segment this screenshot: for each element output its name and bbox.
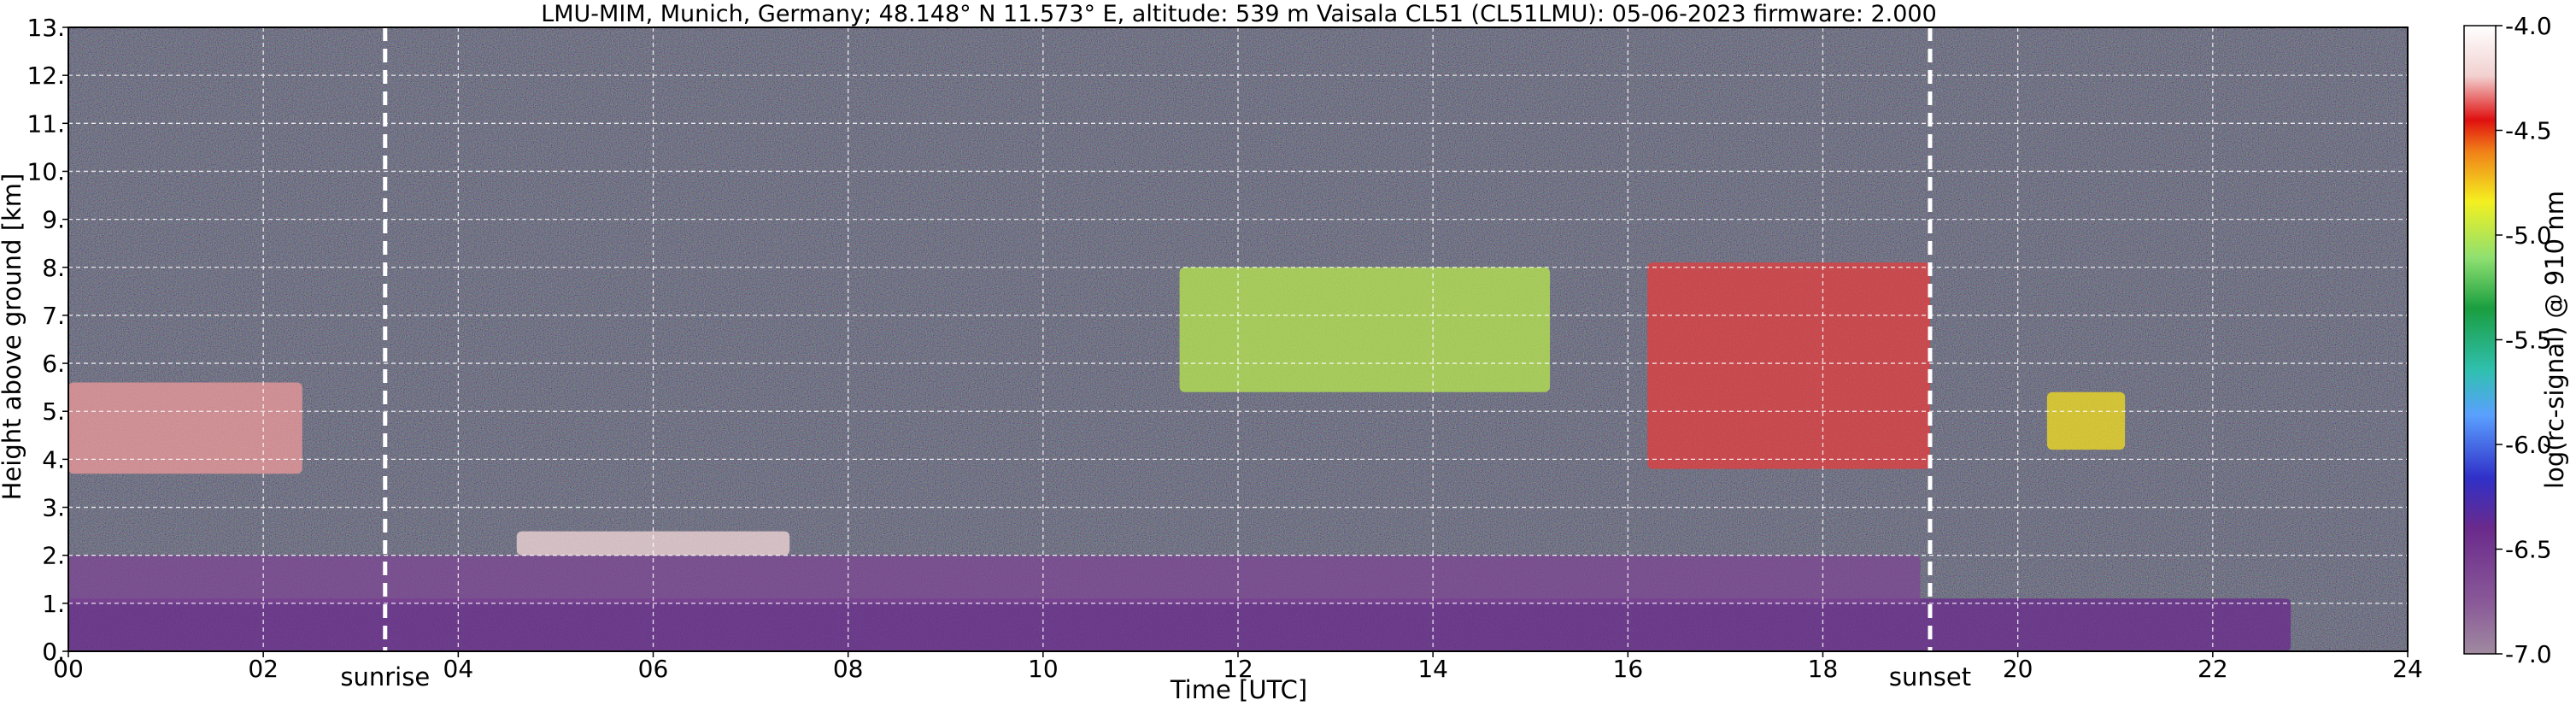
- colorbar: -7.0 -6.5 -6.0 -5.5 -5.0 -4.5 -4.0 log(rc-sign…: [2463, 12, 2569, 668]
- colorbar-tick-label: -7.0: [2505, 640, 2552, 668]
- colorbar-label: log(rc-signal) @ 910 nm: [2540, 191, 2569, 489]
- colorbar-tick-label: -4.0: [2505, 12, 2552, 40]
- colorbar-tick-label: -5.5: [2505, 327, 2552, 355]
- signal-feature: [68, 555, 1921, 603]
- y-tick-label: 6.: [42, 350, 65, 378]
- chart-title: LMU-MIM, Munich, Germany; 48.148° N 11.5…: [541, 1, 1937, 27]
- x-tick-label: 20: [2003, 655, 2033, 683]
- x-tick-label: 12: [1223, 655, 1253, 683]
- y-tick-label: 13.: [26, 14, 65, 42]
- y-axis-label: Height above ground [km]: [0, 174, 26, 501]
- y-tick-label: 1.: [42, 590, 65, 618]
- x-axis: 00 02 04 06 08 10 12 14 16 18 20 22 24: [53, 651, 2423, 683]
- y-tick-label: 4.: [42, 445, 65, 474]
- y-tick-label: 8.: [42, 254, 65, 282]
- grid: [67, 26, 2409, 652]
- signal-feature: [68, 382, 302, 474]
- colorbar-gradient: [2463, 25, 2497, 655]
- y-tick-label: 7.: [42, 302, 65, 330]
- y-tick-label: 3.: [42, 494, 65, 522]
- colorbar-tick-label: -6.0: [2505, 431, 2552, 459]
- colorbar-tick-label: -6.5: [2505, 536, 2552, 564]
- x-tick-label: 24: [2392, 655, 2423, 683]
- y-tick-label: 9.: [42, 206, 65, 234]
- colorbar-ticks: -7.0 -6.5 -6.0 -5.5 -5.0 -4.5 -4.0: [2496, 12, 2552, 668]
- y-tick-label: 5.: [42, 397, 65, 426]
- signal-feature: [2046, 391, 2126, 450]
- x-tick-label: 16: [1613, 655, 1644, 683]
- signal-feature: [68, 598, 2291, 651]
- signal-feature: [1179, 267, 1551, 392]
- x-tick-label: 14: [1417, 655, 1448, 683]
- y-tick-label: 10.: [26, 157, 65, 185]
- sun-markers: sunrise sunset: [340, 27, 1971, 691]
- x-tick-label: 02: [248, 655, 279, 683]
- y-tick-label: 0.: [42, 638, 65, 666]
- x-tick-label: 04: [443, 655, 474, 683]
- y-tick-label: 2.: [42, 542, 65, 570]
- x-tick-label: 08: [833, 655, 864, 683]
- y-tick-label: 12.: [26, 62, 65, 90]
- colorbar-tick-label: -5.0: [2505, 221, 2552, 250]
- x-tick-label: 18: [1808, 655, 1839, 683]
- y-tick-label: 11.: [26, 109, 65, 138]
- x-tick-label: 00: [53, 655, 84, 683]
- x-axis-label: Time [UTC]: [1170, 675, 1307, 704]
- signal-feature: [1647, 262, 1930, 469]
- marker-label: sunrise: [340, 662, 430, 691]
- x-tick-label: 22: [2198, 655, 2228, 683]
- colorbar-tick-label: -4.5: [2505, 117, 2552, 145]
- y-axis: 0. 1. 2. 3. 4. 5. 6. 7. 8. 9. 10. 11. 12. 13.: [26, 14, 68, 666]
- x-tick-label: 06: [638, 655, 669, 683]
- x-tick-label: 10: [1028, 655, 1059, 683]
- marker-label: sunset: [1889, 662, 1971, 691]
- plot-area: sunrise sunset: [67, 26, 2409, 691]
